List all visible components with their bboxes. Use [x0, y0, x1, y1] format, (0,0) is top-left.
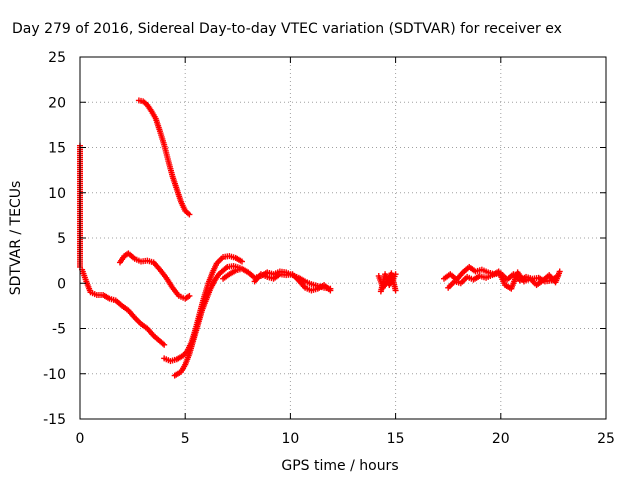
data-points	[77, 97, 563, 379]
data-point	[186, 211, 193, 218]
y-tick-label: 10	[48, 186, 66, 202]
series-arc-upper-dip	[116, 250, 193, 302]
y-tick-label: 20	[48, 95, 66, 111]
series-arc-15h-b	[377, 271, 399, 295]
series-arc-high	[135, 97, 193, 218]
chart-title: Day 279 of 2016, Sidereal Day-to-day VTE…	[12, 21, 562, 37]
data-point	[161, 341, 168, 348]
y-tick-label: 0	[57, 276, 66, 292]
x-tick-label: 15	[387, 431, 405, 447]
data-point	[239, 258, 246, 265]
x-tick-label: 0	[76, 431, 85, 447]
data-point	[392, 271, 399, 278]
data-point	[186, 292, 193, 299]
x-axis-label: GPS time / hours	[281, 458, 398, 474]
data-point	[327, 287, 334, 294]
y-tick-label: -15	[43, 412, 66, 428]
data-point	[556, 268, 563, 275]
y-axis-label: SDTVAR / TECUs	[8, 181, 24, 296]
x-tick-label: 25	[597, 431, 615, 447]
y-tick-label: 15	[48, 141, 66, 157]
series-arc-mid-2	[251, 271, 334, 294]
series-arc-deep-2	[171, 263, 243, 379]
series-arc-low-start	[79, 266, 168, 348]
series-arc-18-23-b	[445, 268, 563, 292]
plot-frame	[79, 56, 607, 420]
y-tick-label: 5	[57, 231, 66, 247]
x-tick-label: 10	[281, 431, 299, 447]
data-point	[392, 287, 399, 294]
y-tick-label: -5	[52, 322, 66, 338]
grid	[80, 57, 606, 419]
x-tick-label: 20	[492, 431, 510, 447]
x-tick-label: 5	[181, 431, 190, 447]
y-tick-label: -10	[43, 367, 66, 383]
y-tick-label: 25	[48, 50, 66, 66]
axes: 0 5 10 15 20 25 -15 -10 -5 0 5 10 15 20 25	[43, 50, 615, 447]
